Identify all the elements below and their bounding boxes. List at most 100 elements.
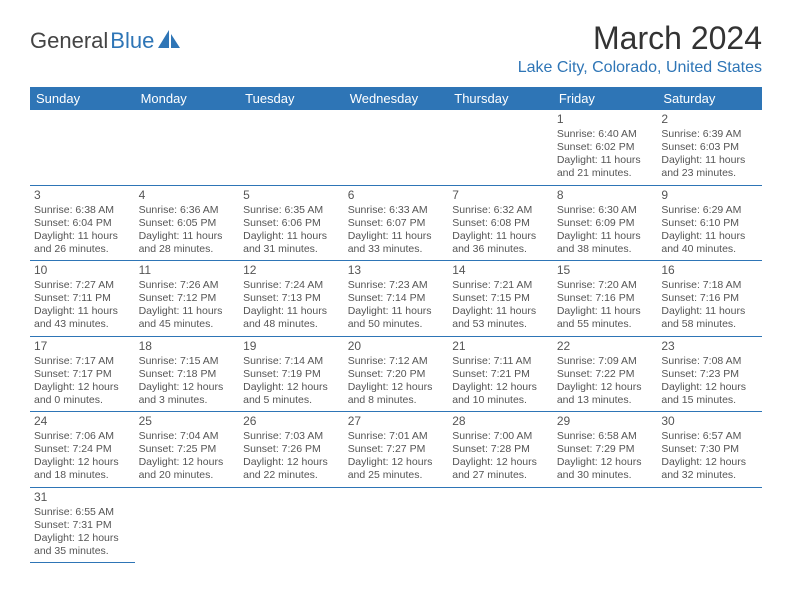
daylight-text-1: Daylight: 12 hours — [34, 532, 131, 545]
sunset-text: Sunset: 6:10 PM — [661, 217, 758, 230]
daylight-text-2: and 48 minutes. — [243, 318, 340, 331]
daylight-text-1: Daylight: 11 hours — [243, 305, 340, 318]
daylight-text-1: Daylight: 11 hours — [557, 230, 654, 243]
daylight-text-2: and 18 minutes. — [34, 469, 131, 482]
daylight-text-2: and 53 minutes. — [452, 318, 549, 331]
calendar-cell-empty — [344, 487, 449, 563]
daylight-text-2: and 15 minutes. — [661, 394, 758, 407]
month-title: March 2024 — [518, 20, 762, 57]
sunrise-text: Sunrise: 6:32 AM — [452, 204, 549, 217]
sunset-text: Sunset: 7:13 PM — [243, 292, 340, 305]
sunrise-text: Sunrise: 7:15 AM — [139, 355, 236, 368]
calendar-cell: 11Sunrise: 7:26 AMSunset: 7:12 PMDayligh… — [135, 261, 240, 337]
logo-text-1: General — [30, 28, 108, 54]
sunrise-text: Sunrise: 7:26 AM — [139, 279, 236, 292]
daylight-text-2: and 8 minutes. — [348, 394, 445, 407]
sunrise-text: Sunrise: 7:23 AM — [348, 279, 445, 292]
day-number: 22 — [557, 339, 654, 354]
daylight-text-1: Daylight: 12 hours — [661, 381, 758, 394]
day-number: 28 — [452, 414, 549, 429]
day-number: 20 — [348, 339, 445, 354]
calendar-cell-empty — [239, 110, 344, 185]
daylight-text-2: and 10 minutes. — [452, 394, 549, 407]
daylight-text-2: and 27 minutes. — [452, 469, 549, 482]
calendar-cell: 28Sunrise: 7:00 AMSunset: 7:28 PMDayligh… — [448, 412, 553, 488]
sunset-text: Sunset: 7:30 PM — [661, 443, 758, 456]
sunset-text: Sunset: 7:26 PM — [243, 443, 340, 456]
daylight-text-1: Daylight: 12 hours — [34, 381, 131, 394]
calendar-cell: 25Sunrise: 7:04 AMSunset: 7:25 PMDayligh… — [135, 412, 240, 488]
daylight-text-2: and 55 minutes. — [557, 318, 654, 331]
calendar-cell: 2Sunrise: 6:39 AMSunset: 6:03 PMDaylight… — [657, 110, 762, 185]
sunrise-text: Sunrise: 6:55 AM — [34, 506, 131, 519]
daylight-text-2: and 22 minutes. — [243, 469, 340, 482]
sunset-text: Sunset: 7:20 PM — [348, 368, 445, 381]
day-number: 12 — [243, 263, 340, 278]
daylight-text-2: and 31 minutes. — [243, 243, 340, 256]
calendar-cell: 30Sunrise: 6:57 AMSunset: 7:30 PMDayligh… — [657, 412, 762, 488]
sunrise-text: Sunrise: 6:39 AM — [661, 128, 758, 141]
location: Lake City, Colorado, United States — [518, 59, 762, 77]
day-number: 16 — [661, 263, 758, 278]
daylight-text-1: Daylight: 11 hours — [661, 154, 758, 167]
calendar-body: 1Sunrise: 6:40 AMSunset: 6:02 PM Daylight… — [30, 110, 762, 563]
daylight-text-2: and 20 minutes. — [139, 469, 236, 482]
sunset-text: Sunset: 7:24 PM — [34, 443, 131, 456]
calendar-cell-empty — [553, 487, 658, 563]
title-block: March 2024 Lake City, Colorado, United S… — [518, 20, 762, 77]
sunrise-text: Sunrise: 7:14 AM — [243, 355, 340, 368]
sunset-text: Sunset: 7:28 PM — [452, 443, 549, 456]
daylight-text-2: and 5 minutes. — [243, 394, 340, 407]
day-number: 5 — [243, 188, 340, 203]
day-number: 30 — [661, 414, 758, 429]
calendar-cell: 14Sunrise: 7:21 AMSunset: 7:15 PMDayligh… — [448, 261, 553, 337]
sunset-text: Sunset: 6:06 PM — [243, 217, 340, 230]
logo: GeneralBlue — [30, 28, 180, 54]
day-number: 2 — [661, 112, 758, 127]
sunset-text: Sunset: 6:07 PM — [348, 217, 445, 230]
day-number: 17 — [34, 339, 131, 354]
daylight-text-2: and 25 minutes. — [348, 469, 445, 482]
sunrise-text: Sunrise: 7:08 AM — [661, 355, 758, 368]
calendar-cell-empty — [135, 487, 240, 563]
weekday-header: Saturday — [657, 87, 762, 110]
sunrise-text: Sunrise: 6:30 AM — [557, 204, 654, 217]
daylight-text-1: Daylight: 12 hours — [139, 381, 236, 394]
day-number: 7 — [452, 188, 549, 203]
calendar-cell: 23Sunrise: 7:08 AMSunset: 7:23 PMDayligh… — [657, 336, 762, 412]
day-number: 31 — [34, 490, 131, 505]
sunrise-text: Sunrise: 6:40 AM — [557, 128, 654, 141]
calendar-cell: 7Sunrise: 6:32 AMSunset: 6:08 PMDaylight… — [448, 185, 553, 261]
sunset-text: Sunset: 6:05 PM — [139, 217, 236, 230]
calendar-cell-empty — [135, 110, 240, 185]
daylight-text-1: Daylight: 12 hours — [243, 456, 340, 469]
day-number: 24 — [34, 414, 131, 429]
day-number: 18 — [139, 339, 236, 354]
sunrise-text: Sunrise: 6:35 AM — [243, 204, 340, 217]
daylight-text-1: Daylight: 12 hours — [557, 456, 654, 469]
sunrise-text: Sunrise: 7:04 AM — [139, 430, 236, 443]
day-number: 3 — [34, 188, 131, 203]
calendar-cell-empty — [30, 110, 135, 185]
day-number: 23 — [661, 339, 758, 354]
sunrise-text: Sunrise: 7:11 AM — [452, 355, 549, 368]
calendar-cell: 5Sunrise: 6:35 AMSunset: 6:06 PMDaylight… — [239, 185, 344, 261]
calendar-cell: 29Sunrise: 6:58 AMSunset: 7:29 PMDayligh… — [553, 412, 658, 488]
sunset-text: Sunset: 6:02 PM — [557, 141, 654, 154]
day-number: 26 — [243, 414, 340, 429]
day-number: 21 — [452, 339, 549, 354]
daylight-text-1: Daylight: 11 hours — [661, 230, 758, 243]
daylight-text-2: and 43 minutes. — [34, 318, 131, 331]
daylight-text-2: and 21 minutes. — [557, 167, 654, 180]
sunset-text: Sunset: 7:11 PM — [34, 292, 131, 305]
weekday-header: Sunday — [30, 87, 135, 110]
day-number: 4 — [139, 188, 236, 203]
calendar-head: SundayMondayTuesdayWednesdayThursdayFrid… — [30, 87, 762, 110]
weekday-header: Tuesday — [239, 87, 344, 110]
day-number: 1 — [557, 112, 654, 127]
calendar-cell: 9Sunrise: 6:29 AMSunset: 6:10 PMDaylight… — [657, 185, 762, 261]
day-number: 8 — [557, 188, 654, 203]
sunset-text: Sunset: 7:17 PM — [34, 368, 131, 381]
calendar-table: SundayMondayTuesdayWednesdayThursdayFrid… — [30, 87, 762, 563]
sunset-text: Sunset: 7:21 PM — [452, 368, 549, 381]
